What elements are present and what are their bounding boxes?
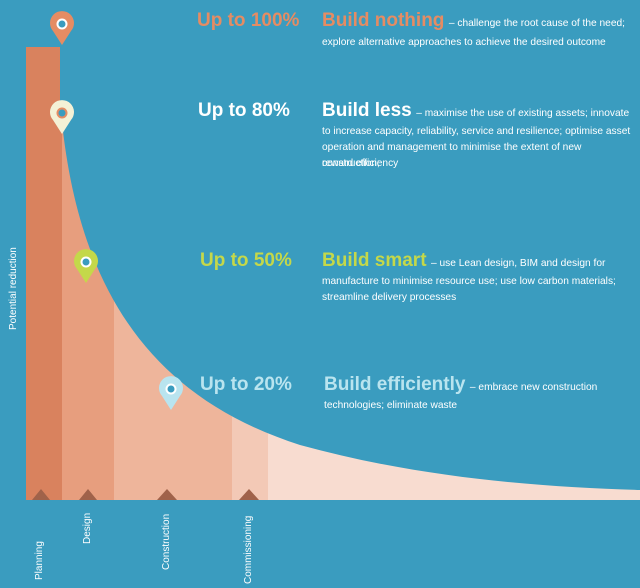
- percent-smart: Up to 50%: [200, 250, 292, 271]
- percent-efficiently: Up to 20%: [200, 374, 292, 395]
- level-efficiently: Build efficiently – embrace new construc…: [324, 374, 634, 396]
- pin-nothing-icon: [50, 11, 75, 45]
- level-less: Build less – maximise the use of existin…: [322, 100, 632, 122]
- desc-smart-line-2: manufacture to minimise resource use; us…: [322, 276, 616, 287]
- level-smart: Build smart – use Lean design, BIM and d…: [322, 250, 632, 272]
- desc-less-line-2: to increase capacity, reliability, servi…: [322, 126, 631, 137]
- desc-efficiently-line-2: technologies; eliminate waste: [324, 400, 458, 411]
- desc-nothing-line-1: – challenge the root cause of the need;: [448, 18, 626, 29]
- percent-nothing: Up to 100%: [197, 10, 300, 31]
- desc-efficiently-line-1: – embrace new construction: [469, 382, 598, 393]
- desc-smart-line-1: – use Lean design, BIM and design for: [430, 258, 606, 269]
- percent-less: Up to 80%: [198, 100, 290, 121]
- level-nothing: Build nothing – challenge the root cause…: [322, 10, 632, 32]
- pin-less-icon: [50, 100, 74, 134]
- stage-marker-planning: [32, 489, 50, 500]
- title-smart: Build smart: [322, 250, 427, 271]
- title-efficiently: Build efficiently: [324, 374, 466, 395]
- stage-marker-construction: [157, 489, 177, 500]
- pin-efficiently-icon: [159, 376, 183, 410]
- desc-less-line-4: reward efficiency: [322, 158, 399, 169]
- title-nothing: Build nothing: [322, 10, 445, 31]
- stage-marker-commissioning: [239, 489, 259, 500]
- desc-smart-line-3: streamline delivery processes: [322, 292, 457, 303]
- title-less: Build less: [322, 100, 412, 121]
- stage-marker-design: [79, 489, 97, 500]
- band-planning: [26, 47, 62, 500]
- desc-nothing-line-2: explore alternative approaches to achiev…: [322, 37, 606, 48]
- pin-smart-icon: [74, 249, 99, 283]
- desc-less-line-1: – maximise the use of existing assets; i…: [416, 108, 630, 119]
- desc-less-line-3: operation and management to minimise the…: [322, 142, 582, 169]
